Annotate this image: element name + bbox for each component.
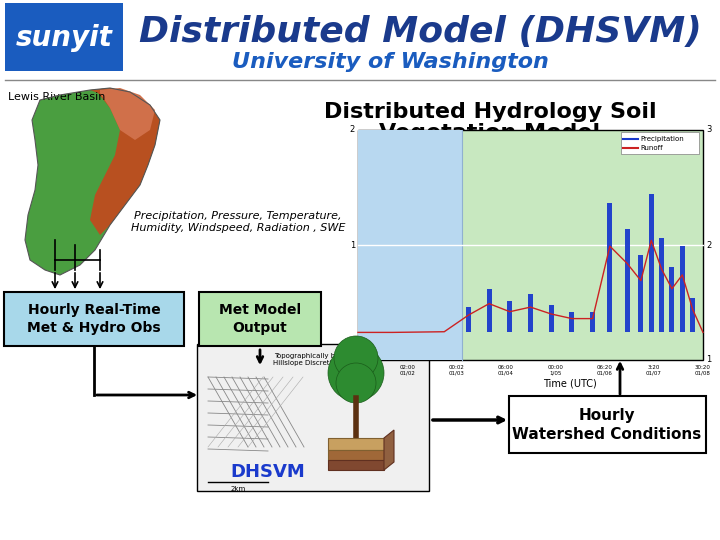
Text: Precipitation: Precipitation: [640, 136, 684, 142]
Text: 02:00
01/01: 02:00 01/01: [350, 365, 366, 376]
Polygon shape: [90, 88, 160, 235]
FancyBboxPatch shape: [4, 292, 184, 346]
Circle shape: [328, 345, 384, 401]
Text: 2: 2: [706, 240, 711, 249]
Bar: [608, 203, 612, 333]
Text: 00:00
1/05: 00:00 1/05: [547, 365, 563, 376]
Text: Lewis River Basin: Lewis River Basin: [8, 92, 105, 102]
Bar: [358, 130, 462, 360]
Bar: [328, 438, 384, 450]
Bar: [680, 246, 685, 333]
Text: Time (UTC): Time (UTC): [543, 378, 597, 388]
FancyBboxPatch shape: [199, 292, 321, 346]
Polygon shape: [384, 430, 394, 470]
Bar: [625, 229, 629, 333]
Bar: [528, 294, 533, 333]
Text: 06:00
01/04: 06:00 01/04: [498, 365, 514, 376]
Text: Distributed Hydrology Soil: Distributed Hydrology Soil: [324, 102, 657, 122]
Text: Distributed Model (DHSVM): Distributed Model (DHSVM): [139, 15, 701, 49]
Polygon shape: [25, 88, 160, 275]
Bar: [621, 132, 699, 154]
Text: 2: 2: [350, 125, 355, 134]
Text: 3:20
01/07: 3:20 01/07: [646, 365, 662, 376]
FancyBboxPatch shape: [5, 3, 123, 71]
Bar: [549, 305, 554, 333]
Bar: [328, 450, 384, 460]
Text: Precipitation, Pressure, Temperature,
Humidity, Windspeed, Radiation , SWE: Precipitation, Pressure, Temperature, Hu…: [131, 211, 345, 233]
Bar: [690, 298, 695, 333]
FancyBboxPatch shape: [197, 344, 429, 491]
Text: Met Model
Output: Met Model Output: [219, 303, 301, 335]
Bar: [639, 255, 644, 333]
Bar: [590, 312, 595, 333]
Text: Topographically based
Hillslope Discretization: Topographically based Hillslope Discreti…: [273, 353, 353, 366]
Text: Hourly Real-Time
Met & Hydro Obs: Hourly Real-Time Met & Hydro Obs: [27, 303, 161, 335]
Bar: [570, 312, 575, 333]
Polygon shape: [100, 88, 155, 140]
Bar: [466, 307, 471, 333]
Bar: [328, 460, 384, 470]
Text: 0: 0: [350, 355, 355, 364]
Bar: [487, 289, 492, 333]
Text: DHSVM: DHSVM: [230, 463, 305, 481]
Circle shape: [334, 336, 378, 380]
Text: University of Washington: University of Washington: [232, 52, 549, 72]
Bar: [670, 267, 675, 333]
Bar: [659, 238, 664, 333]
Text: 30:20
01/08: 30:20 01/08: [695, 365, 711, 376]
Text: 3: 3: [706, 125, 711, 134]
Text: 02:00
01/02: 02:00 01/02: [400, 365, 415, 376]
Circle shape: [336, 363, 376, 403]
Text: Vegetation Model: Vegetation Model: [379, 123, 600, 143]
Bar: [508, 301, 513, 333]
Text: 06:20
01/06: 06:20 01/06: [596, 365, 613, 376]
Text: 1: 1: [350, 240, 355, 249]
Text: 1: 1: [706, 355, 711, 364]
Text: Runoff: Runoff: [640, 145, 662, 151]
Bar: [649, 194, 654, 333]
Text: Hourly
Watershed Conditions: Hourly Watershed Conditions: [513, 408, 701, 442]
FancyBboxPatch shape: [509, 396, 706, 453]
Bar: [358, 130, 703, 360]
Text: 00:02
01/03: 00:02 01/03: [449, 365, 464, 376]
Text: sunyit: sunyit: [16, 24, 112, 52]
Text: 2km: 2km: [230, 486, 246, 492]
